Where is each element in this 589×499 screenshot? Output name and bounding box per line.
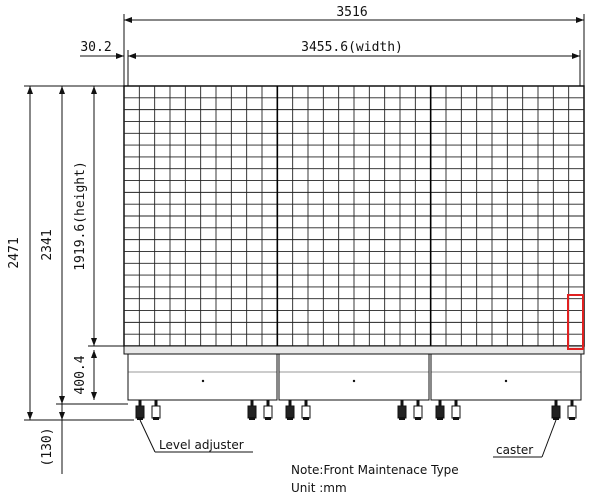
- caster-callout: caster: [493, 419, 557, 458]
- width-label: 3455.6(width): [301, 40, 403, 55]
- level-adjuster: [551, 400, 561, 420]
- panel-grid: [124, 86, 584, 346]
- offset-label: 30.2: [80, 40, 111, 55]
- note-unit: Unit :mm: [291, 481, 347, 495]
- caster-height-dimension: (130): [40, 404, 65, 474]
- overall-width-label: 3516: [336, 5, 367, 20]
- base-cabinet-left: [127, 353, 278, 401]
- caster-wheel: [151, 400, 161, 420]
- caster-label: caster: [496, 443, 533, 457]
- base-cabinet-middle: [278, 353, 430, 401]
- highlight-box: [567, 294, 584, 350]
- level-adjuster: [435, 400, 445, 420]
- overall-width-dimension: 3516: [123, 5, 585, 90]
- level-adjuster-callout: Level adjuster: [139, 419, 253, 453]
- width-dimension: 30.2 3455.6(width): [80, 40, 581, 90]
- base-height-dimension: 400.4: [73, 350, 97, 400]
- caster-wheel: [301, 400, 311, 420]
- caster-wheel: [413, 400, 423, 420]
- screen-height-label: 1919.6(height): [73, 161, 88, 271]
- caster-wheel: [567, 400, 577, 420]
- frame-height-dimension: 2341: [40, 86, 128, 405]
- led-panel: [123, 85, 585, 347]
- base-cabinet-right: [430, 353, 582, 401]
- level-adjuster: [135, 400, 145, 420]
- level-adjuster: [285, 400, 295, 420]
- level-adjuster-label: Level adjuster: [159, 438, 244, 452]
- level-adjuster: [397, 400, 407, 420]
- caster-height-label: (130): [40, 427, 55, 466]
- frame-height-label: 2341: [40, 229, 55, 260]
- total-height-dimension: 2471: [7, 85, 134, 421]
- caster-wheel: [451, 400, 461, 420]
- caster-wheel: [263, 400, 273, 420]
- base-frame: [123, 345, 585, 401]
- level-adjuster: [247, 400, 257, 420]
- note-type: Note:Front Maintenace Type: [291, 463, 459, 477]
- base-height-label: 400.4: [73, 355, 88, 394]
- total-height-label: 2471: [7, 237, 22, 268]
- screen-height-dimension: 1919.6(height): [73, 86, 124, 347]
- feet: [135, 400, 577, 420]
